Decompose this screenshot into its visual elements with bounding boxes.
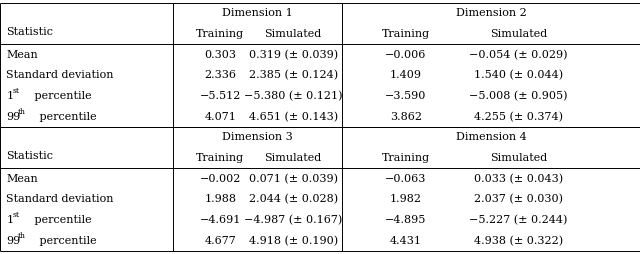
Text: 0.033 (± 0.043): 0.033 (± 0.043)	[474, 173, 563, 184]
Text: Training: Training	[381, 153, 430, 163]
Text: 1: 1	[6, 91, 13, 101]
Text: Dimension 2: Dimension 2	[456, 8, 527, 18]
Text: percentile: percentile	[36, 112, 97, 122]
Text: 2.044 (± 0.028): 2.044 (± 0.028)	[248, 194, 338, 204]
Text: Training: Training	[381, 29, 430, 39]
Text: −4.987 (± 0.167): −4.987 (± 0.167)	[244, 215, 342, 225]
Text: 99: 99	[6, 236, 20, 246]
Text: 1: 1	[6, 215, 13, 225]
Text: −5.227 (± 0.244): −5.227 (± 0.244)	[469, 215, 568, 225]
Text: −0.054 (± 0.029): −0.054 (± 0.029)	[469, 50, 568, 60]
Text: 2.385 (± 0.124): 2.385 (± 0.124)	[248, 70, 338, 81]
Text: percentile: percentile	[31, 91, 92, 101]
Text: 4.651 (± 0.143): 4.651 (± 0.143)	[248, 112, 338, 122]
Text: −0.006: −0.006	[385, 50, 426, 60]
Text: Statistic: Statistic	[6, 151, 53, 161]
Text: −0.063: −0.063	[385, 174, 426, 184]
Text: th: th	[18, 108, 26, 116]
Text: 4.938 (± 0.322): 4.938 (± 0.322)	[474, 235, 563, 246]
Text: Dimension 4: Dimension 4	[456, 132, 527, 142]
Text: 0.303: 0.303	[204, 50, 236, 60]
Text: percentile: percentile	[36, 236, 97, 246]
Text: Training: Training	[196, 29, 244, 39]
Text: −5.380 (± 0.121): −5.380 (± 0.121)	[244, 91, 342, 101]
Text: 1.988: 1.988	[204, 194, 236, 204]
Text: Mean: Mean	[6, 50, 38, 60]
Text: Statistic: Statistic	[6, 27, 53, 37]
Text: percentile: percentile	[31, 215, 92, 225]
Text: 4.255 (± 0.374): 4.255 (± 0.374)	[474, 112, 563, 122]
Text: 99: 99	[6, 112, 20, 122]
Text: st: st	[13, 211, 20, 219]
Text: Standard deviation: Standard deviation	[6, 70, 114, 80]
Text: 4.677: 4.677	[204, 236, 236, 246]
Text: 0.071 (± 0.039): 0.071 (± 0.039)	[248, 173, 338, 184]
Text: 2.037 (± 0.030): 2.037 (± 0.030)	[474, 194, 563, 204]
Text: th: th	[18, 232, 26, 240]
Text: Training: Training	[196, 153, 244, 163]
Text: 0.319 (± 0.039): 0.319 (± 0.039)	[248, 50, 338, 60]
Text: −3.590: −3.590	[385, 91, 426, 101]
Text: Mean: Mean	[6, 174, 38, 184]
Text: Simulated: Simulated	[490, 29, 547, 39]
Text: Dimension 1: Dimension 1	[222, 8, 293, 18]
Text: Simulated: Simulated	[264, 153, 322, 163]
Text: −4.895: −4.895	[385, 215, 426, 225]
Text: 1.540 (± 0.044): 1.540 (± 0.044)	[474, 70, 563, 81]
Text: −4.691: −4.691	[200, 215, 241, 225]
Text: 3.862: 3.862	[390, 112, 422, 122]
Text: 1.409: 1.409	[390, 70, 422, 80]
Text: Dimension 3: Dimension 3	[222, 132, 293, 142]
Text: Simulated: Simulated	[490, 153, 547, 163]
Text: −0.002: −0.002	[200, 174, 241, 184]
Text: st: st	[13, 87, 20, 96]
Text: Simulated: Simulated	[264, 29, 322, 39]
Text: 1.982: 1.982	[390, 194, 422, 204]
Text: −5.008 (± 0.905): −5.008 (± 0.905)	[469, 91, 568, 101]
Text: −5.512: −5.512	[200, 91, 241, 101]
Text: 4.071: 4.071	[204, 112, 236, 122]
Text: Standard deviation: Standard deviation	[6, 194, 114, 204]
Text: 4.918 (± 0.190): 4.918 (± 0.190)	[248, 235, 338, 246]
Text: 2.336: 2.336	[204, 70, 236, 80]
Text: 4.431: 4.431	[390, 236, 422, 246]
